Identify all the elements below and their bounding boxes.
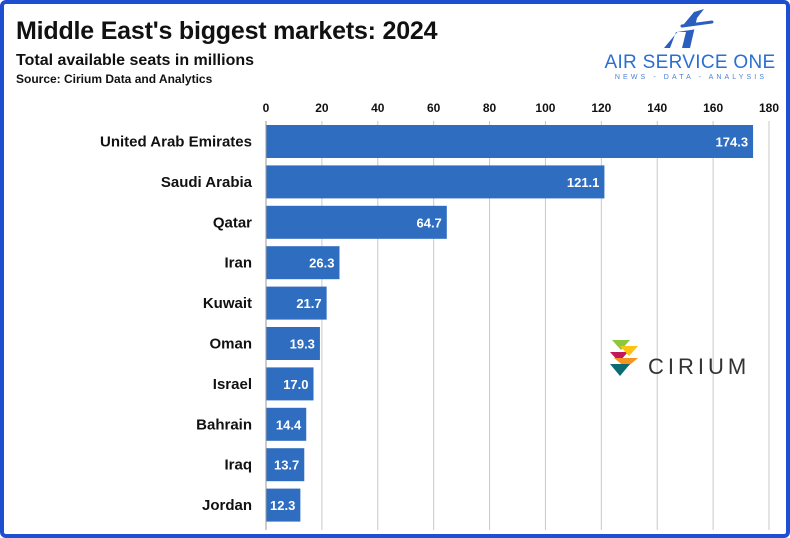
value-label: 26.3 [309,256,334,271]
brand-name: AIR SERVICE ONE [604,52,776,73]
x-tick-label: 140 [647,101,667,115]
x-tick-label: 120 [591,101,611,115]
value-label: 121.1 [567,175,600,190]
x-tick-label: 180 [759,101,779,115]
bar [266,327,320,360]
bar [266,488,301,522]
value-label: 174.3 [716,135,749,150]
value-label: 12.3 [270,498,295,513]
x-tick-label: 20 [315,101,329,115]
bar [266,246,340,280]
bar [266,367,314,401]
value-label: 13.7 [274,458,299,473]
bar [266,125,754,158]
cirium-logo-icon [608,338,644,383]
bar-chart: 0 20 40 60 80 100 120 140 160 180 United Arab Emir… [100,101,779,530]
chart-title: Middle East's biggest markets: 2024 [16,17,438,45]
category-label: Iran [224,255,252,272]
bar [266,448,305,482]
category-label: Bahrain [196,416,252,433]
bar [266,205,447,239]
value-label: 17.0 [283,377,308,392]
category-label: Saudi Arabia [161,174,253,191]
bar [266,165,605,199]
x-tick-label: 100 [535,101,555,115]
value-label: 14.4 [276,417,302,432]
x-tick-label: 40 [371,101,385,115]
x-tick-label: 80 [483,101,497,115]
category-label: Iraq [224,457,252,474]
category-label: Israel [213,376,252,393]
value-label: 19.3 [290,337,315,352]
category-label: Kuwait [203,295,252,312]
cirium-logo: CIRIUM [608,338,748,382]
x-tick-label: 60 [427,101,441,115]
chart-subtitle: Total available seats in millions [16,52,255,69]
category-label: Qatar [213,214,252,231]
x-tick-label: 160 [703,101,723,115]
bar [266,407,307,441]
category-label: United Arab Emirates [100,134,252,151]
category-label: Oman [209,336,252,353]
brand-tagline: NEWS - DATA - ANALYSIS [614,74,768,81]
air-service-one-logo: AIR SERVICE ONE NEWS - DATA - ANALYSIS [602,8,782,88]
cirium-wordmark: CIRIUM [648,354,751,379]
category-label: Jordan [202,497,252,514]
stylized-a-plane-icon [660,8,720,55]
value-label: 21.7 [296,296,321,311]
value-label: 64.7 [416,215,441,230]
bar [266,286,327,320]
x-tick-label: 0 [263,101,270,115]
chart-source: Source: Cirium Data and Analytics [16,72,213,86]
